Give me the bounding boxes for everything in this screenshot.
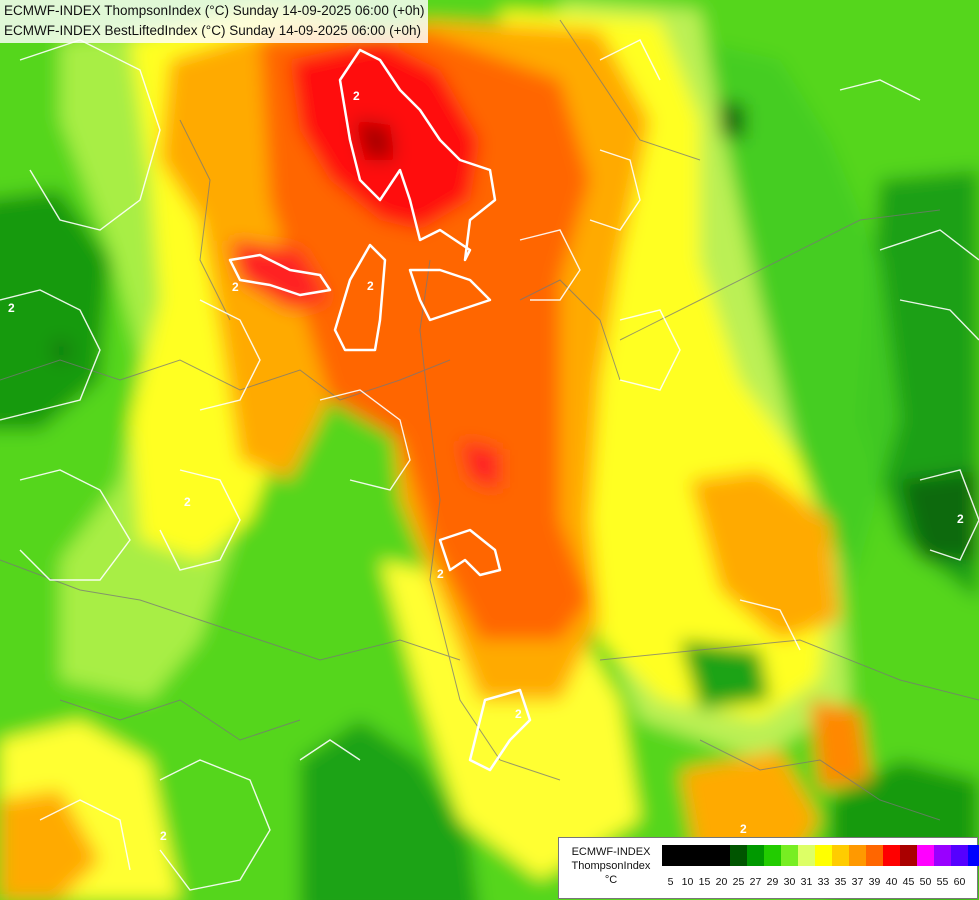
legend-tick-label: 29 [766,876,779,888]
legend-swatch [747,845,764,866]
legend-swatch [866,845,883,866]
legend-tick-label: 15 [698,876,711,888]
legend-swatch [798,845,815,866]
legend-swatches [662,845,979,866]
legend-tick-label: 55 [936,876,949,888]
legend-swatch [764,845,781,866]
legend-swatch [951,845,968,866]
map-title: ECMWF-INDEX ThompsonIndex (°C) Sunday 14… [0,0,429,43]
legend-title: ECMWF-INDEX ThompsonIndex °C [561,845,661,887]
legend-unit: °C [604,874,618,886]
color-legend: ECMWF-INDEX ThompsonIndex °C 5 10 15 20 25 27… [558,837,979,899]
legend-swatch [917,845,934,866]
legend-tick-label: 60 [953,876,966,888]
contour-label: 2 [515,707,522,721]
contour-label: 2 [437,567,444,581]
contour-label: 2 [353,89,360,103]
legend-tick-label: 35 [834,876,847,888]
legend-swatch [730,845,747,866]
legend-swatch [849,845,866,866]
legend-model: ECMWF-INDEX [571,846,651,858]
contour-label: 2 [232,280,239,294]
contour-label: 2 [160,829,167,843]
title-line-1: ECMWF-INDEX ThompsonIndex (°C) Sunday 14… [4,3,425,18]
legend-tick-label: 40 [885,876,898,888]
legend-tick-label: 30 [783,876,796,888]
legend-swatch [832,845,849,866]
contour-label: 2 [8,301,15,315]
contour-label: 2 [367,279,374,293]
legend-swatch [662,845,679,866]
legend-tick-label: 33 [817,876,830,888]
legend-tick-label: 31 [800,876,813,888]
contour-label: 2 [740,822,747,836]
legend-tick-label: 25 [732,876,745,888]
legend-swatch [679,845,696,866]
legend-tick-label: 20 [715,876,728,888]
legend-swatch [781,845,798,866]
legend-swatch [968,845,979,866]
legend-field: ThompsonIndex [571,860,651,872]
legend-tick-label: 5 [667,876,674,888]
legend-tick-label: 37 [851,876,864,888]
title-line-2: ECMWF-INDEX BestLiftedIndex (°C) Sunday … [4,23,421,38]
legend-tick-label: 10 [681,876,694,888]
legend-swatch [883,845,900,866]
legend-tick-label: 50 [919,876,932,888]
legend-tick-label: 45 [902,876,915,888]
contour-label: 2 [184,495,191,509]
legend-swatch [934,845,951,866]
legend-tick-label: 39 [868,876,881,888]
legend-swatch [900,845,917,866]
legend-swatch [696,845,713,866]
contour-label: 2 [957,512,964,526]
legend-swatch [713,845,730,866]
legend-tick-label: 27 [749,876,762,888]
legend-swatch [815,845,832,866]
legend-ticks: 5 10 15 20 25 27 29 30 31 33 35 37 39 40 45 50 55 60 [662,876,968,888]
